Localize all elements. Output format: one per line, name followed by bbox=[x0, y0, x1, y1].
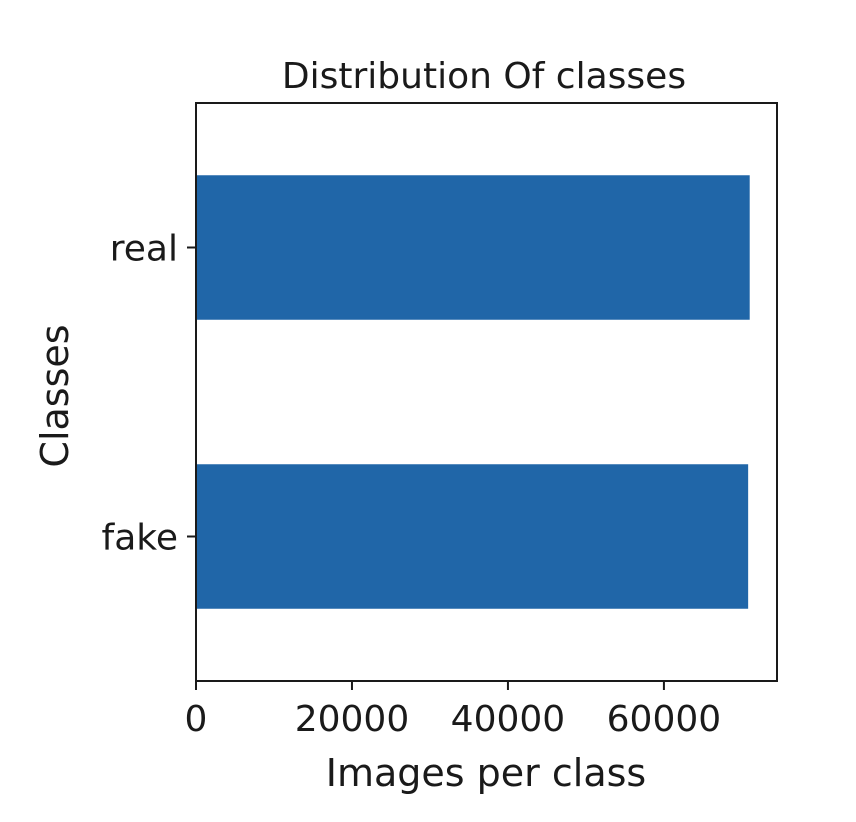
x-tick-label: 40000 bbox=[451, 699, 566, 740]
x-tick-label: 0 bbox=[185, 699, 208, 740]
plot-frame bbox=[195, 102, 778, 682]
bars-group bbox=[196, 175, 750, 609]
x-tick-label: 60000 bbox=[607, 699, 722, 740]
y-tick-label: fake bbox=[102, 518, 178, 559]
x-tick-label: 20000 bbox=[295, 699, 410, 740]
x-axis-label: Images per class bbox=[326, 751, 646, 795]
y-tick-label: real bbox=[110, 229, 178, 270]
bar-real bbox=[196, 175, 750, 320]
y-axis-label: Classes bbox=[33, 324, 77, 467]
y-axis-ticks: real fake bbox=[102, 229, 196, 559]
bar-fake bbox=[196, 464, 749, 609]
chart-title: Distribution Of classes bbox=[282, 56, 686, 97]
x-axis-ticks: 0 20000 40000 60000 bbox=[185, 681, 722, 740]
